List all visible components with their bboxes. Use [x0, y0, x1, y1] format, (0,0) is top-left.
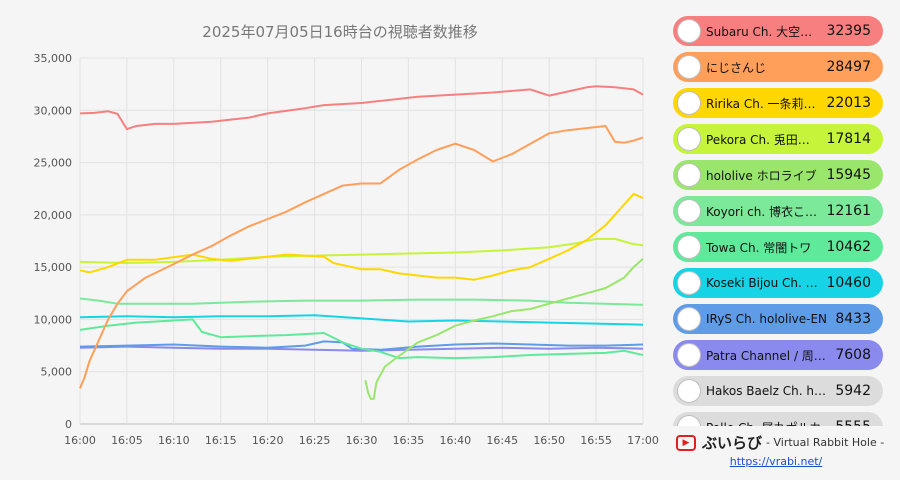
y-tick-label: 25,000 — [34, 157, 73, 170]
legend-label: Hakos Baelz Ch. hololive-EN — [706, 384, 829, 398]
brand-footer: ▶ ぶいらび - Virtual Rabbit Hole - https://v… — [676, 432, 896, 468]
legend-item: IRyS Ch. hololive-EN 8433 — [673, 304, 883, 334]
avatar — [677, 307, 701, 331]
avatar — [677, 19, 701, 43]
x-tick-label: 16:35 — [393, 434, 425, 447]
brand-name: ぶいらび — [702, 434, 763, 452]
series-line — [79, 314, 644, 326]
y-tick-label: 10,000 — [34, 313, 73, 326]
legend-label: Pollo Ch. 尾丸ポルカ — [706, 419, 829, 427]
chart-title: 2025年07月05日16時台の視聴者数推移 — [202, 23, 477, 41]
legend-label: Towa Ch. 常闇トワ — [706, 240, 812, 255]
avatar — [677, 55, 701, 79]
x-axis-ticks: 16:00 16:05 16:10 16:15 16:20 16:25 16:30 16:35… — [64, 434, 659, 447]
play-icon: ▶ — [676, 434, 696, 451]
avatar — [677, 415, 701, 426]
y-tick-label: 5,000 — [41, 366, 73, 379]
y-tick-label: 0 — [65, 418, 72, 431]
legend-label: にじさんじ — [706, 60, 767, 75]
legend-value: 17814 — [826, 131, 871, 147]
x-tick-label: 16:30 — [346, 434, 378, 447]
x-tick-label: 16:05 — [111, 434, 143, 447]
x-tick-label: 16:45 — [486, 434, 518, 447]
series-line — [79, 345, 644, 352]
y-axis-ticks: 0 5,000 10,000 15,000 20,000 25,000 30,000 35,0… — [34, 52, 73, 431]
legend-value: 22013 — [826, 95, 871, 111]
legend-label: Koseki Bijou Ch. hololive-EN — [706, 276, 821, 290]
legend-label: Pekora Ch. 兎田ぺこら — [706, 132, 820, 147]
brand-tagline: - Virtual Rabbit Hole - — [766, 436, 885, 449]
avatar — [677, 127, 701, 151]
x-tick-label: 16:10 — [158, 434, 190, 447]
legend-item: Pollo Ch. 尾丸ポルカ 5555 — [673, 412, 883, 426]
legend-item: Patra Channel / 周防パトラ 7608 — [673, 340, 883, 370]
legend-value: 32395 — [826, 23, 871, 39]
y-tick-label: 30,000 — [34, 104, 73, 117]
series-line — [79, 340, 644, 351]
legend-item: hololive ホロライブ 15945 — [673, 160, 883, 190]
x-tick-label: 16:50 — [533, 434, 565, 447]
legend-label: Ririka Ch. 一条莉々華 — [706, 96, 821, 111]
avatar — [677, 91, 701, 115]
series-line — [79, 318, 644, 360]
legend-item: にじさんじ 28497 — [673, 52, 883, 82]
x-tick-label: 16:25 — [299, 434, 331, 447]
avatar — [677, 163, 701, 187]
x-tick-label: 16:40 — [439, 434, 471, 447]
x-tick-label: 16:20 — [252, 434, 284, 447]
legend-value: 15945 — [826, 167, 871, 183]
legend-item: Subaru Ch. 大空スバル 32395 — [673, 16, 883, 46]
y-tick-label: 35,000 — [34, 52, 73, 65]
legend-item: Koseki Bijou Ch. hololive-EN 10460 — [673, 268, 883, 298]
avatar — [677, 343, 701, 367]
legend: Subaru Ch. 大空スバル 32395 にじさんじ 28497 Ririka Ch… — [673, 16, 883, 426]
series-line — [79, 237, 644, 264]
legend-item: Towa Ch. 常闇トワ 10462 — [673, 232, 883, 262]
legend-label: Patra Channel / 周防パトラ — [706, 348, 829, 363]
legend-value: 7608 — [835, 347, 871, 363]
legend-label: Subaru Ch. 大空スバル — [706, 24, 820, 39]
grid — [79, 57, 644, 425]
legend-value: 10462 — [826, 239, 871, 255]
legend-value: 8433 — [835, 311, 871, 327]
y-tick-label: 15,000 — [34, 261, 73, 274]
legend-value: 5555 — [835, 419, 871, 426]
legend-value: 28497 — [826, 59, 871, 75]
series-line — [79, 85, 644, 131]
x-tick-label: 16:15 — [205, 434, 237, 447]
chart-area: 0 5,000 10,000 15,000 20,000 25,000 30,000 35,0… — [34, 23, 659, 447]
brand-link[interactable]: https://vrabi.net/ — [729, 455, 823, 468]
legend-value: 12161 — [826, 203, 871, 219]
series-line — [364, 258, 644, 400]
x-tick-label: 16:00 — [64, 434, 96, 447]
legend-label: hololive ホロライブ — [706, 168, 817, 183]
legend-label: IRyS Ch. hololive-EN — [706, 312, 828, 326]
avatar — [677, 379, 701, 403]
y-tick-label: 20,000 — [34, 209, 73, 222]
legend-value: 5942 — [835, 383, 871, 399]
series-line — [79, 297, 644, 306]
avatar — [677, 199, 701, 223]
series-line — [79, 125, 644, 389]
legend-item: Koyori ch. 博衣こより 12161 — [673, 196, 883, 226]
legend-item: Hakos Baelz Ch. hololive-EN 5942 — [673, 376, 883, 406]
legend-item: Ririka Ch. 一条莉々華 22013 — [673, 88, 883, 118]
legend-item: Pekora Ch. 兎田ぺこら 17814 — [673, 124, 883, 154]
series-lines — [79, 85, 644, 400]
avatar — [677, 235, 701, 259]
legend-label: Koyori ch. 博衣こより — [706, 204, 821, 219]
legend-value: 10460 — [826, 275, 871, 291]
x-tick-label: 16:55 — [580, 434, 612, 447]
x-tick-label: 17:00 — [627, 434, 659, 447]
avatar — [677, 271, 701, 295]
